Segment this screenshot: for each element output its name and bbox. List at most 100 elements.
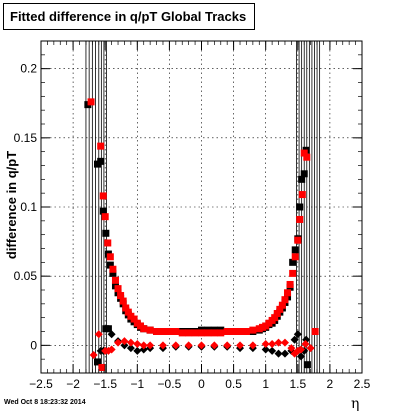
data-point-diamond [120, 337, 129, 346]
data-point-square [178, 329, 186, 337]
data-point-diamond [280, 338, 289, 347]
x-tick-label: −1.5 [93, 377, 117, 391]
data-point-diamond [287, 344, 296, 353]
data-markers [84, 98, 319, 371]
data-point-diamond [261, 345, 270, 354]
axes: −2.5 −2 −1.5 −1 −0.5 0 0.5 1 1.5 2 2.5 0 0.05 0.1 0.15… [14, 41, 371, 391]
data-point-diamond [94, 330, 103, 339]
data-point-square [97, 157, 105, 165]
data-point-square [291, 246, 299, 254]
data-point-diamond [268, 346, 277, 355]
data-point-diamond [301, 339, 310, 348]
data-point-square [159, 328, 167, 335]
data-point-square [273, 310, 281, 318]
data-point-diamond [126, 344, 135, 353]
data-point-square [217, 329, 225, 337]
data-point-square [97, 142, 105, 150]
data-point-square [106, 261, 114, 269]
data-point-square [242, 328, 250, 335]
data-point-square [87, 98, 95, 106]
y-tick-label: 0 [30, 338, 37, 352]
x-tick-label: 0 [198, 377, 205, 391]
data-point-square [185, 329, 193, 337]
data-point-square [276, 305, 284, 313]
data-point-square [99, 192, 107, 200]
data-point-square [298, 175, 306, 183]
x-tick-label: −0.5 [158, 377, 182, 391]
data-point-square [106, 253, 114, 261]
data-point-square [286, 280, 294, 288]
x-tick-label: 1 [262, 377, 269, 391]
data-point-square [210, 329, 218, 337]
data-point-square [191, 329, 199, 337]
y-axis-label: difference in q/pT [4, 150, 19, 260]
data-point-square [223, 328, 231, 335]
data-point-diamond [223, 341, 232, 350]
data-point-square [236, 328, 244, 335]
data-point-square [271, 314, 279, 322]
data-point-square [109, 265, 117, 273]
data-point-square [296, 203, 304, 211]
x-tick-label: 0.5 [225, 377, 242, 391]
data-point-diamond [158, 341, 167, 350]
data-point-diamond [210, 341, 219, 350]
data-point-square [140, 325, 148, 333]
data-point-square [153, 328, 161, 335]
data-point-square [122, 304, 130, 312]
data-point-square [300, 149, 308, 157]
y-tick-label: 0.1 [20, 200, 37, 214]
data-point-diamond [274, 338, 283, 347]
data-point-diamond [133, 346, 142, 355]
data-point-square [104, 325, 112, 333]
data-point-square [311, 328, 319, 335]
data-point-square [119, 297, 127, 305]
data-point-diamond [274, 349, 283, 358]
data-point-square [281, 296, 289, 304]
data-point-diamond [114, 338, 123, 347]
data-point-square [249, 326, 257, 334]
data-point-square [284, 289, 292, 297]
chart-title: Fitted difference in q/pT Global Tracks [3, 3, 255, 30]
grid [41, 41, 362, 373]
data-point-diamond [236, 341, 245, 350]
data-point-diamond [139, 341, 148, 350]
data-point-square [101, 213, 109, 221]
data-point-diamond [120, 341, 129, 350]
data-point-square [204, 329, 212, 337]
x-tick-label: 2 [327, 377, 334, 391]
y-tick-label: 0.05 [14, 269, 38, 283]
data-point-square [289, 269, 297, 277]
data-point-diamond [297, 345, 306, 354]
data-point-diamond [126, 338, 135, 347]
data-point-diamond [297, 352, 306, 361]
data-point-diamond [139, 345, 148, 354]
data-point-square [294, 236, 302, 244]
data-point-square [230, 328, 238, 335]
data-point-square [130, 315, 138, 323]
timestamp: Wed Oct 8 18:23:32 2014 [4, 399, 86, 406]
x-tick-label: 1.5 [289, 377, 306, 391]
data-point-square [291, 253, 299, 261]
x-tick-label: −2.5 [29, 377, 53, 391]
data-point-square [111, 276, 119, 284]
data-point-square [298, 191, 306, 199]
data-point-square [303, 153, 311, 161]
y-tick-label: 0.15 [14, 131, 38, 145]
data-point-square [198, 329, 205, 337]
data-point-square [98, 363, 106, 371]
data-point-diamond [184, 341, 193, 350]
data-point-square [303, 361, 311, 369]
data-point-square [278, 301, 286, 309]
data-point-square [300, 170, 308, 178]
data-point-diamond [306, 344, 315, 353]
data-point-square [289, 258, 297, 266]
data-point-diamond [280, 349, 289, 358]
data-point-square [124, 308, 132, 316]
data-point-diamond [261, 339, 270, 348]
data-point-diamond [290, 335, 299, 344]
data-point-diamond [293, 330, 302, 339]
data-point-diamond [146, 341, 155, 350]
data-point-diamond [107, 330, 116, 339]
data-point-square [93, 358, 101, 366]
